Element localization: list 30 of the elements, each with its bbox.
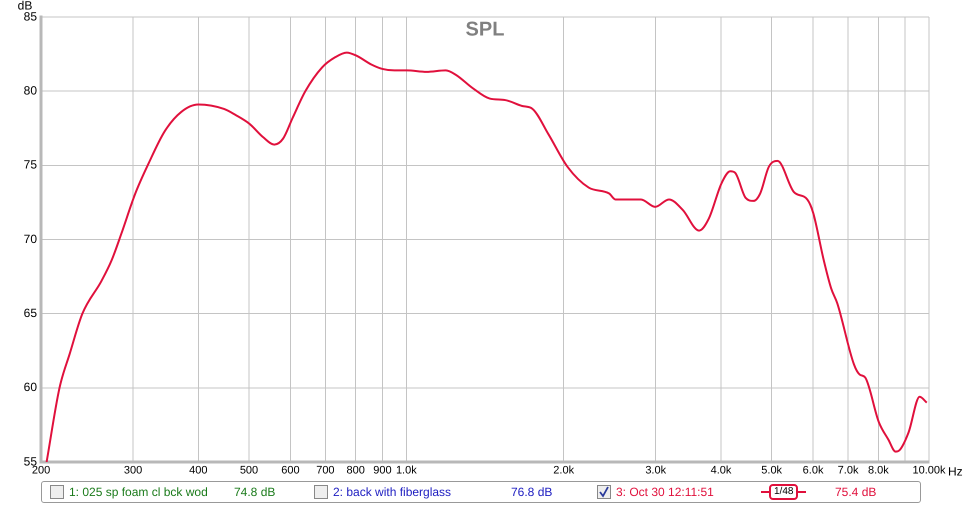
x-tick-label: 5.0k xyxy=(761,464,783,477)
y-tick-label: 80 xyxy=(24,83,38,98)
text: 3: Oct 30 12:11:51 xyxy=(616,485,715,499)
chart-title: SPL xyxy=(466,18,504,41)
y-tick-label: 60 xyxy=(24,380,38,394)
x-axis-title: Hz xyxy=(948,464,963,478)
x-tick-label: 6.0k xyxy=(802,464,824,477)
x-tick-label: 2.0k xyxy=(553,464,575,477)
y-tick-label: 75 xyxy=(24,158,38,172)
x-tick-label: 700 xyxy=(316,464,335,477)
x-tick-label: 1.0k xyxy=(396,464,418,477)
text: 74.8 dB xyxy=(234,485,276,499)
x-tick-label: 500 xyxy=(240,464,258,477)
x-tick-label: 10.00k xyxy=(912,464,946,477)
x-tick-label: 900 xyxy=(373,464,392,477)
x-tick-label: 8.0k xyxy=(868,464,890,477)
x-tick-label: 800 xyxy=(346,464,365,477)
y-tick-label: 65 xyxy=(24,306,38,320)
text: 1: 025 sp foam cl bck wod xyxy=(69,485,209,499)
x-tick-label: 7.0k xyxy=(838,464,859,477)
x-tick-label: 600 xyxy=(281,464,300,477)
x-tick-label: 4.0k xyxy=(710,464,732,477)
x-tick-label: 200 xyxy=(32,464,50,477)
text: 75.4 dB xyxy=(835,485,878,499)
y-tick-label: 70 xyxy=(24,232,38,246)
x-tick-label: 3.0k xyxy=(645,464,667,477)
x-tick-label: 400 xyxy=(189,464,208,477)
x-tick-label: 300 xyxy=(124,464,142,477)
text: 76.8 dB xyxy=(511,485,554,499)
text: 2: back with fiberglass xyxy=(333,485,452,499)
